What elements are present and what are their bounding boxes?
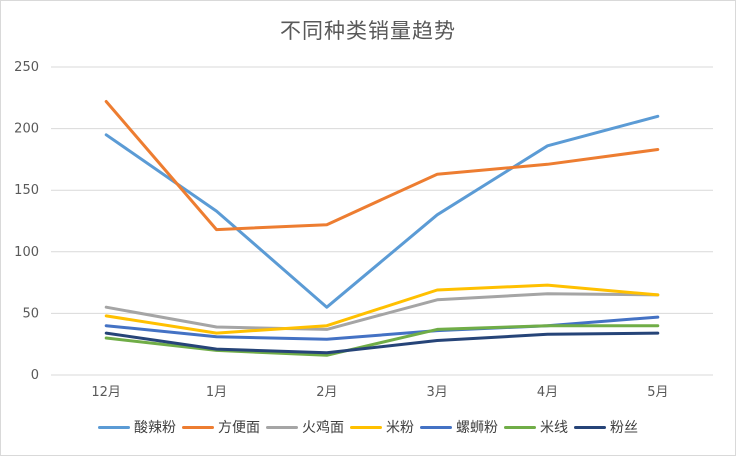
legend-item: 米粉 [350,417,414,437]
legend-item: 粉丝 [574,417,638,437]
legend-swatch [574,425,606,429]
legend-swatch [504,425,536,429]
x-tick-label: 1月 [206,385,227,400]
chart-title: 不同种类销量趋势 [280,19,456,43]
y-tick-label: 0 [31,368,39,383]
legend-label: 螺蛳粉 [456,420,498,436]
y-tick-label: 150 [14,183,39,198]
series-line-3 [104,292,660,331]
legend-label: 酸辣粉 [134,420,176,436]
legend-item: 火鸡面 [266,417,344,437]
legend-label: 粉丝 [610,420,638,436]
series-line-6 [104,324,660,357]
legend-swatch [266,425,298,429]
legend-label: 米粉 [386,420,414,436]
y-tick-label: 250 [14,60,39,75]
legend-item: 螺蛳粉 [420,417,498,437]
legend-swatch [420,425,452,429]
legend-swatch [182,425,214,429]
series-line-7 [104,331,660,355]
legend-swatch [350,425,382,429]
y-tick-label: 100 [14,245,39,260]
x-tick-label: 3月 [427,385,448,400]
y-tick-label: 50 [22,306,39,321]
legend-label: 米线 [540,420,568,436]
x-tick-label: 5月 [647,385,668,400]
legend-item: 米线 [504,417,568,437]
legend-swatch [98,425,130,429]
chart-legend: 酸辣粉 方便面 火鸡面 米粉 螺蛳粉 米线 粉丝 [1,417,735,437]
series-line-1 [104,114,660,309]
series-line-2 [104,100,660,232]
y-tick-label: 200 [14,122,39,137]
x-tick-label: 12月 [91,385,121,400]
legend-item: 酸辣粉 [98,417,176,437]
series-line-4 [104,283,660,335]
legend-item: 方便面 [182,417,260,437]
legend-label: 火鸡面 [302,420,344,436]
x-tick-label: 2月 [316,385,337,400]
legend-label: 方便面 [218,420,260,436]
x-tick-label: 4月 [537,385,558,400]
